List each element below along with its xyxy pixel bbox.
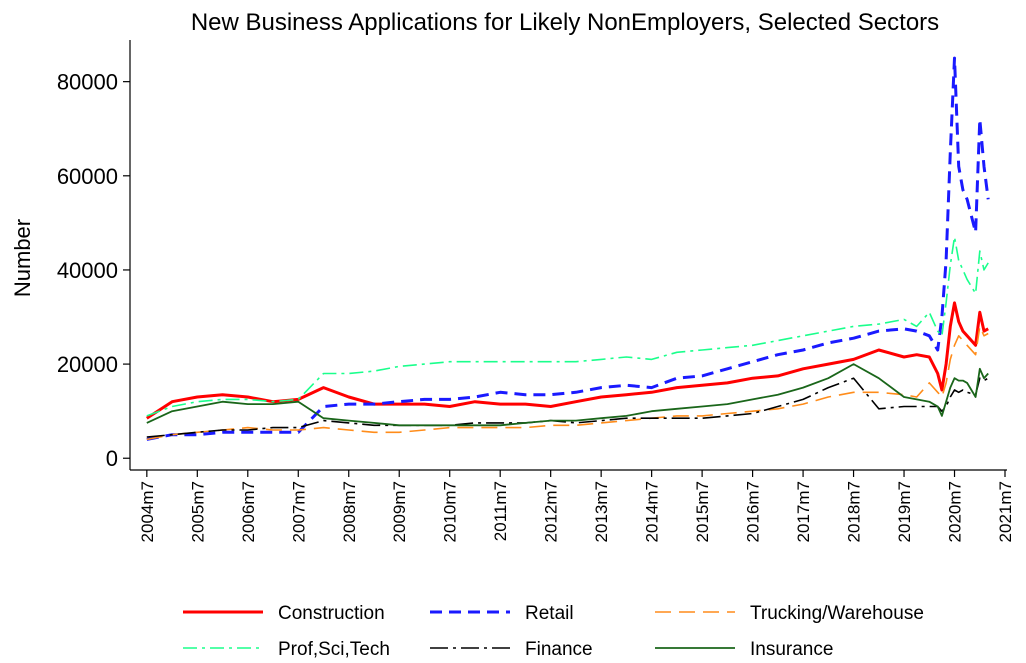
series-line bbox=[146, 377, 989, 438]
x-tick-label: 2008m7 bbox=[340, 481, 359, 542]
legend-label: Trucking/Warehouse bbox=[750, 603, 924, 624]
x-tick-label: 2004m7 bbox=[138, 481, 157, 542]
series-line bbox=[146, 236, 989, 417]
y-tick-label: 0 bbox=[106, 446, 118, 471]
x-tick-label: 2011m7 bbox=[491, 481, 510, 541]
y-tick-label: 60000 bbox=[57, 164, 118, 189]
x-tick-label: 2013m7 bbox=[592, 481, 611, 542]
legend-label: Construction bbox=[278, 603, 385, 624]
y-tick-label: 40000 bbox=[57, 258, 118, 283]
series-line bbox=[145, 301, 989, 420]
x-tick-label: 2012m7 bbox=[542, 481, 561, 542]
x-tick-label: 2014m7 bbox=[643, 481, 662, 542]
x-tick-label: 2017m7 bbox=[794, 481, 813, 542]
x-tick-label: 2006m7 bbox=[239, 481, 258, 542]
y-tick-label: 80000 bbox=[57, 70, 118, 95]
x-tick-label: 2005m7 bbox=[188, 481, 207, 542]
x-tick-label: 2019m7 bbox=[895, 481, 914, 542]
series-line bbox=[146, 325, 989, 441]
x-tick-label: 2010m7 bbox=[441, 481, 460, 542]
x-tick-label: 2009m7 bbox=[390, 481, 409, 542]
legend-label: Finance bbox=[525, 639, 593, 660]
y-tick-label: 20000 bbox=[57, 352, 118, 377]
x-tick-label: 2016m7 bbox=[744, 481, 763, 542]
x-tick-label: 2015m7 bbox=[693, 481, 712, 542]
x-tick-label: 2021m7 bbox=[996, 481, 1015, 542]
x-tick-label: 2018m7 bbox=[845, 481, 864, 542]
chart-title: New Business Applications for Likely Non… bbox=[191, 9, 939, 36]
legend-label: Retail bbox=[525, 603, 574, 624]
legend-label: Prof,Sci,Tech bbox=[278, 639, 390, 660]
legend-label: Insurance bbox=[750, 639, 833, 660]
x-tick-label: 2020m7 bbox=[946, 481, 965, 542]
x-tick-label: 2007m7 bbox=[289, 481, 308, 542]
series-line bbox=[146, 363, 989, 427]
series-line bbox=[146, 56, 990, 441]
y-axis-label: Number bbox=[10, 219, 35, 297]
